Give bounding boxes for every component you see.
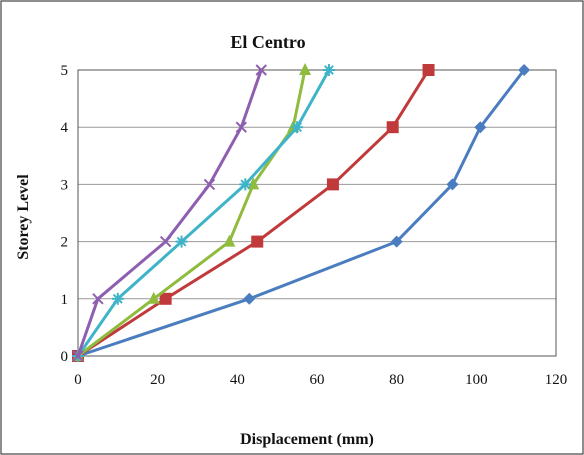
data-point: [390, 235, 403, 248]
series-line: [76, 68, 307, 358]
data-point: [147, 291, 160, 304]
x-tick-label: 0: [74, 372, 82, 388]
data-point: [322, 64, 335, 76]
y-tick-label: 2: [61, 235, 69, 251]
data-point: [474, 121, 487, 134]
y-axis-title: Storey Level: [15, 174, 32, 260]
data-point: [235, 121, 248, 133]
series-line: [76, 68, 526, 358]
data-point: [72, 350, 84, 362]
data-point: [159, 292, 172, 305]
data-point: [223, 234, 236, 247]
data-point: [422, 64, 435, 76]
chart-title: El Centro: [230, 32, 305, 52]
x-tick-label: 20: [150, 372, 165, 388]
data-point: [239, 178, 252, 191]
y-tick-label: 4: [61, 120, 69, 136]
series-1: [72, 64, 531, 362]
series-line: [76, 68, 263, 358]
y-tick-label: 3: [61, 177, 69, 193]
data-point: [326, 178, 339, 191]
x-tick-label: 120: [545, 372, 568, 388]
data-point: [251, 235, 264, 248]
data-point: [291, 121, 304, 134]
x-tick-label: 80: [389, 372, 404, 388]
data-point: [518, 64, 531, 76]
data-point: [111, 292, 124, 305]
data-point: [175, 235, 188, 248]
data-point: [243, 292, 256, 305]
y-tick-label: 1: [61, 292, 69, 308]
x-tick-label: 60: [310, 372, 325, 388]
y-tick-label: 0: [61, 349, 69, 365]
data-point: [255, 64, 267, 76]
series-5: [72, 64, 267, 362]
data-point: [92, 293, 104, 305]
tick-layer: 0 1 2 3 4 5 0 20 40 60 80 100 120: [61, 63, 568, 388]
data-point: [446, 178, 459, 191]
data-point: [386, 121, 399, 134]
x-axis-title: Displacement (mm): [240, 431, 374, 448]
plot-area: [77, 69, 557, 357]
data-point: [203, 178, 216, 191]
series-line: [76, 68, 331, 358]
series-line: [76, 68, 430, 358]
y-tick-label: 5: [61, 63, 69, 79]
data-point: [247, 177, 260, 190]
series-layer: [72, 63, 531, 362]
data-point: [159, 235, 172, 248]
x-tick-label: 40: [230, 372, 245, 388]
x-tick-label: 100: [465, 372, 488, 388]
data-point: [299, 63, 312, 75]
